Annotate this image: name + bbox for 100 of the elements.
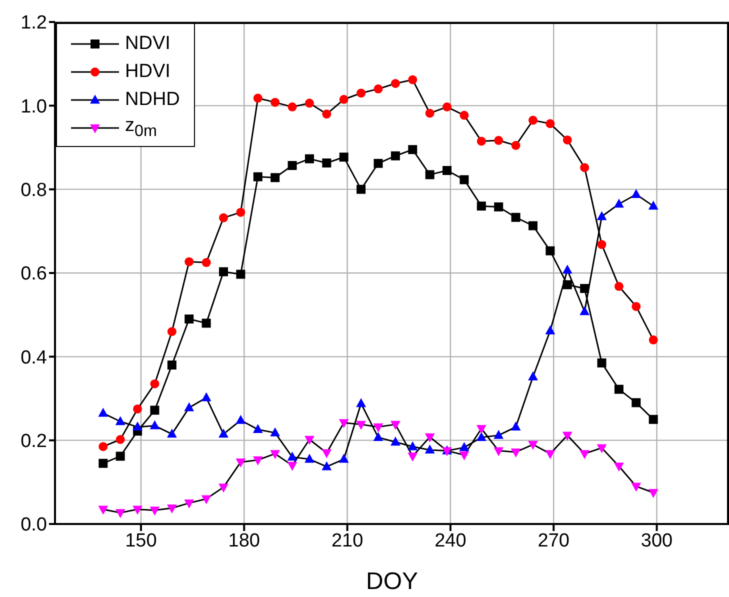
point — [166, 504, 177, 514]
point — [304, 436, 314, 445]
point — [494, 447, 504, 456]
legend-label: z$_{0m}$ — [125, 115, 157, 140]
point — [338, 419, 349, 428]
point — [390, 79, 400, 88]
point — [219, 267, 228, 276]
point — [184, 257, 194, 266]
point — [546, 246, 555, 256]
point — [236, 270, 246, 279]
point — [545, 325, 556, 334]
point — [356, 184, 366, 194]
point — [270, 173, 280, 182]
point — [460, 110, 469, 120]
point — [648, 335, 658, 344]
point — [476, 136, 486, 146]
y-tick-label: 0.4 — [20, 347, 48, 368]
point — [494, 202, 504, 212]
point — [184, 499, 194, 508]
point — [270, 450, 280, 460]
point — [528, 116, 538, 125]
point — [631, 188, 642, 198]
x-tick-label: 150 — [125, 530, 157, 552]
point — [562, 264, 572, 274]
point — [580, 450, 590, 460]
point — [133, 404, 142, 414]
point — [339, 94, 348, 104]
x-tick-label: 210 — [331, 530, 364, 552]
point — [614, 282, 624, 291]
point — [390, 420, 400, 430]
x-axis-title: DOY — [366, 568, 418, 595]
point — [614, 384, 624, 394]
point — [408, 452, 418, 462]
point — [304, 454, 314, 463]
y-tick-label: 0.0 — [20, 514, 47, 536]
point — [288, 160, 297, 170]
point — [424, 444, 435, 454]
point — [253, 172, 262, 182]
point — [218, 428, 228, 438]
point — [98, 458, 108, 468]
point — [442, 102, 452, 112]
point — [562, 432, 572, 441]
y-tick-label: 1.2 — [20, 12, 47, 34]
point — [408, 145, 418, 154]
point — [425, 170, 434, 180]
point — [597, 358, 606, 368]
point — [150, 379, 160, 388]
point — [408, 75, 418, 84]
point — [510, 422, 521, 431]
point — [304, 98, 314, 108]
point — [648, 200, 658, 210]
point — [356, 88, 366, 98]
point — [184, 402, 194, 412]
point — [253, 94, 262, 103]
point — [236, 458, 246, 468]
point — [236, 414, 246, 424]
point — [287, 452, 298, 461]
y-tick-label: 0.6 — [20, 264, 47, 285]
point — [356, 420, 366, 430]
point — [597, 240, 606, 250]
y-tick-label: 0.2 — [20, 431, 47, 452]
point — [132, 506, 142, 515]
point — [528, 221, 538, 230]
point — [304, 154, 314, 164]
x-tick-label: 270 — [538, 530, 570, 552]
point — [632, 398, 641, 408]
point — [356, 398, 366, 408]
y-tick-label: 0.8 — [20, 180, 47, 202]
point — [288, 102, 297, 112]
point — [202, 258, 211, 268]
point — [201, 392, 212, 402]
point — [201, 495, 212, 504]
point — [494, 430, 504, 439]
point — [632, 302, 641, 311]
point — [150, 406, 160, 415]
point — [219, 213, 228, 222]
point — [596, 444, 607, 454]
point — [425, 108, 434, 118]
point — [631, 482, 642, 492]
point — [252, 456, 263, 466]
point — [166, 428, 177, 438]
legend-label: NDHD — [125, 89, 180, 110]
point — [614, 462, 624, 472]
point — [545, 450, 556, 460]
point — [218, 484, 228, 493]
point — [460, 175, 469, 184]
point — [98, 506, 108, 515]
point — [476, 425, 486, 434]
point — [270, 98, 280, 107]
point — [511, 212, 520, 222]
point — [236, 208, 246, 217]
point — [132, 422, 142, 431]
point — [338, 454, 349, 463]
point — [373, 423, 384, 432]
point — [98, 408, 108, 417]
point — [150, 420, 160, 430]
point — [442, 166, 452, 176]
point — [116, 452, 125, 461]
x-tick-label: 180 — [228, 530, 260, 552]
point — [270, 427, 280, 436]
